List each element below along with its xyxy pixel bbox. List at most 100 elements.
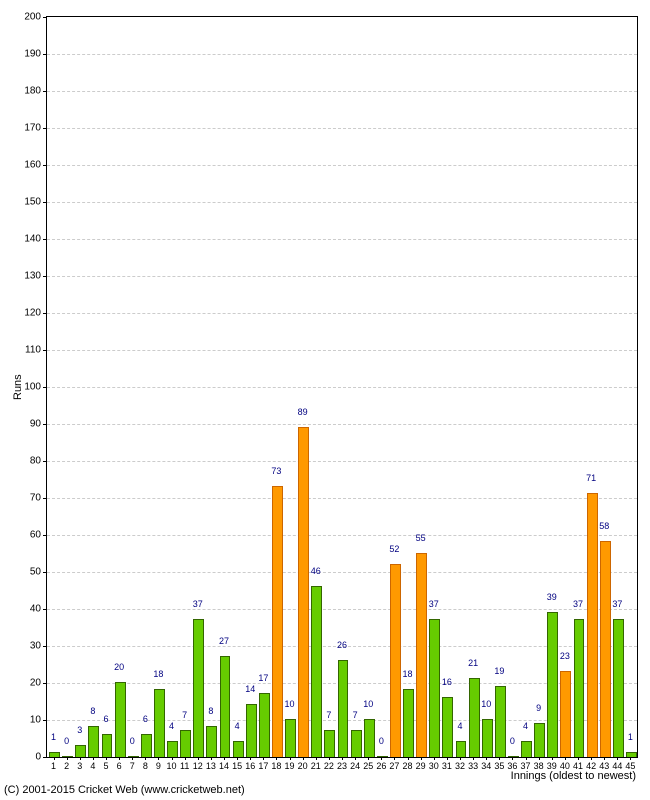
bar-value-label: 16 [442,677,452,687]
bar-value-label: 17 [258,673,268,683]
x-tick-label: 38 [534,757,544,771]
bar-value-label: 9 [536,703,541,713]
bar [141,734,152,757]
y-tick-label: 130 [24,271,47,282]
x-tick-label: 27 [389,757,399,771]
bar [495,686,506,757]
x-axis-title: Innings (oldest to newest) [511,770,636,782]
grid-line [47,387,637,388]
bar-value-label: 71 [586,473,596,483]
copyright-text: (C) 2001-2015 Cricket Web (www.cricketwe… [4,784,245,796]
bar [600,541,611,757]
grid-line [47,165,637,166]
x-tick-label: 13 [206,757,216,771]
bar-value-label: 0 [510,736,515,746]
x-tick-label: 1 [51,757,56,771]
x-tick-label: 12 [193,757,203,771]
y-tick-label: 80 [30,456,47,467]
x-tick-label: 7 [130,757,135,771]
y-tick-label: 180 [24,86,47,97]
x-tick-label: 16 [245,757,255,771]
y-tick-label: 90 [30,419,47,430]
x-tick-label: 26 [376,757,386,771]
bar [193,619,204,757]
bar-value-label: 27 [219,636,229,646]
x-tick-label: 25 [363,757,373,771]
x-tick-label: 45 [625,757,635,771]
bar [88,726,99,757]
grid-line [47,350,637,351]
bar [233,741,244,757]
x-tick-label: 19 [285,757,295,771]
bar-value-label: 52 [389,544,399,554]
x-tick-label: 8 [143,757,148,771]
bar-value-label: 10 [363,699,373,709]
x-tick-label: 43 [599,757,609,771]
bar [482,719,493,757]
bar-value-label: 0 [379,736,384,746]
bar-value-label: 3 [77,725,82,735]
x-tick-label: 6 [117,757,122,771]
bar-value-label: 23 [560,651,570,661]
x-tick-label: 10 [167,757,177,771]
bar [324,730,335,757]
y-tick-label: 0 [35,752,47,763]
x-tick-label: 41 [573,757,583,771]
grid-line [47,239,637,240]
runs-bar-chart: 0102030405060708090100110120130140150160… [0,0,650,800]
bar-value-label: 19 [494,666,504,676]
x-tick-label: 29 [416,757,426,771]
bar [403,689,414,757]
bar [75,745,86,757]
y-tick-label: 40 [30,604,47,615]
x-tick-label: 42 [586,757,596,771]
bar-value-label: 7 [326,710,331,720]
x-tick-label: 11 [180,757,189,771]
bar [469,678,480,757]
bar-value-label: 55 [416,533,426,543]
bar [272,486,283,757]
x-tick-label: 5 [103,757,108,771]
bar-value-label: 7 [182,710,187,720]
grid-line [47,91,637,92]
grid-line [47,54,637,55]
bar [259,693,270,757]
y-tick-label: 10 [30,715,47,726]
bar [49,752,60,757]
grid-line [47,498,637,499]
bar-value-label: 18 [403,669,413,679]
x-tick-label: 2 [64,757,69,771]
x-tick-label: 33 [468,757,478,771]
x-tick-label: 36 [507,757,517,771]
bar-value-label: 4 [457,721,462,731]
bar-value-label: 6 [103,714,108,724]
bar-value-label: 4 [235,721,240,731]
x-tick-label: 14 [219,757,229,771]
bar [574,619,585,757]
bar-value-label: 8 [208,706,213,716]
bar-value-label: 18 [153,669,163,679]
bar-value-label: 14 [245,684,255,694]
x-tick-label: 28 [403,757,413,771]
y-tick-label: 170 [24,123,47,134]
grid-line [47,535,637,536]
bar-value-label: 10 [285,699,295,709]
y-tick-label: 200 [24,12,47,23]
bar [206,726,217,757]
y-tick-label: 190 [24,49,47,60]
plot-area: 0102030405060708090100110120130140150160… [46,16,638,758]
x-tick-label: 40 [560,757,570,771]
grid-line [47,424,637,425]
bar [442,697,453,757]
y-tick-label: 160 [24,160,47,171]
bar [587,493,598,757]
bar [128,756,139,757]
bar [351,730,362,757]
x-tick-label: 9 [156,757,161,771]
x-tick-label: 17 [258,757,268,771]
bar-value-label: 58 [599,521,609,531]
bar-value-label: 73 [271,466,281,476]
y-tick-label: 20 [30,678,47,689]
bar [167,741,178,757]
y-axis-title: Runs [12,374,24,400]
